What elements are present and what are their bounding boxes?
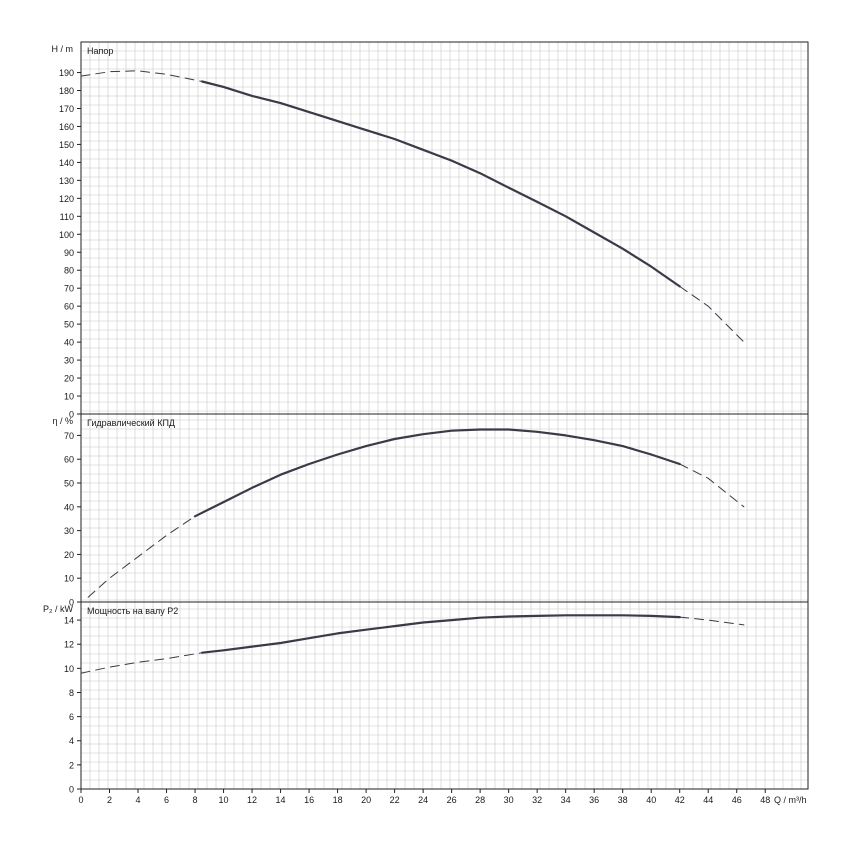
data-point	[137, 70, 138, 71]
y-tick-label: 60	[64, 455, 74, 465]
y-tick-label: 20	[64, 550, 74, 560]
panel-title: Мощность на валу P2	[87, 606, 178, 616]
x-tick-label: 40	[646, 795, 656, 805]
y-tick-label: 180	[59, 86, 74, 96]
y-tick-label: 40	[64, 502, 74, 512]
y-tick-label: 12	[64, 640, 74, 650]
y-tick-label: 6	[69, 712, 74, 722]
y-tick-label: 150	[59, 140, 74, 150]
y-tick-label: 50	[64, 479, 74, 489]
panel-frame	[80, 601, 809, 790]
x-tick-label: 32	[532, 795, 542, 805]
x-tick-label: 0	[78, 795, 83, 805]
y-tick-label: 60	[64, 302, 74, 312]
series-line-solid	[193, 428, 681, 518]
y-tick-label: 190	[59, 68, 74, 78]
data-point	[166, 658, 167, 659]
series-line-dashed	[679, 285, 745, 343]
panel-title: Напор	[87, 46, 113, 56]
series-line-dashed	[679, 463, 745, 508]
y-tick-label: 90	[64, 248, 74, 258]
y-tick-label: 100	[59, 230, 74, 240]
x-tick-label: 48	[760, 795, 770, 805]
data-point	[743, 342, 744, 343]
y-tick-label: 70	[64, 431, 74, 441]
y-axis-label: η / %	[52, 416, 73, 426]
x-tick-label: 12	[247, 795, 257, 805]
y-tick-label: 0	[69, 785, 74, 795]
x-tick-label: 44	[703, 795, 713, 805]
y-tick-label: 10	[64, 392, 74, 402]
y-axis-label: P₂ / kW	[43, 604, 73, 614]
series-line-dashed	[679, 616, 745, 626]
y-axis-label: H / m	[52, 44, 74, 54]
x-tick-label: 22	[390, 795, 400, 805]
y-tick-label: 40	[64, 338, 74, 348]
x-tick-label: 28	[475, 795, 485, 805]
y-tick-label: 14	[64, 616, 74, 626]
series-line-dashed	[80, 652, 203, 674]
y-tick-label: 4	[69, 736, 74, 746]
series-line-solid	[201, 80, 681, 288]
x-tick-label: 42	[675, 795, 685, 805]
y-tick-label: 0	[69, 410, 74, 420]
x-tick-label: 6	[164, 795, 169, 805]
x-tick-label: 4	[136, 795, 141, 805]
x-tick-label: 18	[333, 795, 343, 805]
x-tick-label: 30	[504, 795, 514, 805]
x-tick-label: 14	[276, 795, 286, 805]
y-tick-label: 70	[64, 284, 74, 294]
x-tick-label: 2	[107, 795, 112, 805]
x-tick-label: 10	[219, 795, 229, 805]
y-tick-label: 8	[69, 688, 74, 698]
panel-title: Гидравлический КПД	[87, 418, 175, 428]
x-tick-label: 46	[732, 795, 742, 805]
y-tick-label: 10	[64, 574, 74, 584]
y-tick-label: 2	[69, 760, 74, 770]
y-tick-label: 10	[64, 664, 74, 674]
y-tick-label: 30	[64, 526, 74, 536]
data-point	[109, 578, 110, 579]
y-tick-label: 170	[59, 104, 74, 114]
y-tick-label: 80	[64, 266, 74, 276]
y-tick-label: 30	[64, 356, 74, 366]
x-tick-label: 38	[618, 795, 628, 805]
y-tick-label: 20	[64, 374, 74, 384]
data-point	[166, 74, 167, 75]
y-tick-label: 0	[69, 598, 74, 608]
x-tick-label: 34	[561, 795, 571, 805]
series-line-solid	[201, 614, 681, 654]
x-tick-label: 16	[304, 795, 314, 805]
data-point	[708, 619, 709, 620]
x-tick-label: 36	[589, 795, 599, 805]
panel-frame	[80, 41, 809, 415]
y-tick-label: 110	[60, 212, 74, 222]
x-tick-label: 8	[193, 795, 198, 805]
y-tick-label: 120	[59, 194, 74, 204]
series-line-dashed	[80, 70, 203, 82]
y-tick-label: 160	[59, 122, 74, 132]
panel-frame	[80, 413, 809, 603]
x-axis-label: Q / m³/h	[774, 795, 807, 805]
data-point	[109, 71, 110, 72]
x-tick-label: 20	[361, 795, 371, 805]
x-tick-label: 26	[447, 795, 457, 805]
series-line-dashed	[87, 515, 196, 598]
y-tick-label: 140	[59, 158, 74, 168]
x-tick-label: 24	[418, 795, 428, 805]
y-tick-label: 130	[59, 176, 74, 186]
y-tick-label: 50	[64, 320, 74, 330]
